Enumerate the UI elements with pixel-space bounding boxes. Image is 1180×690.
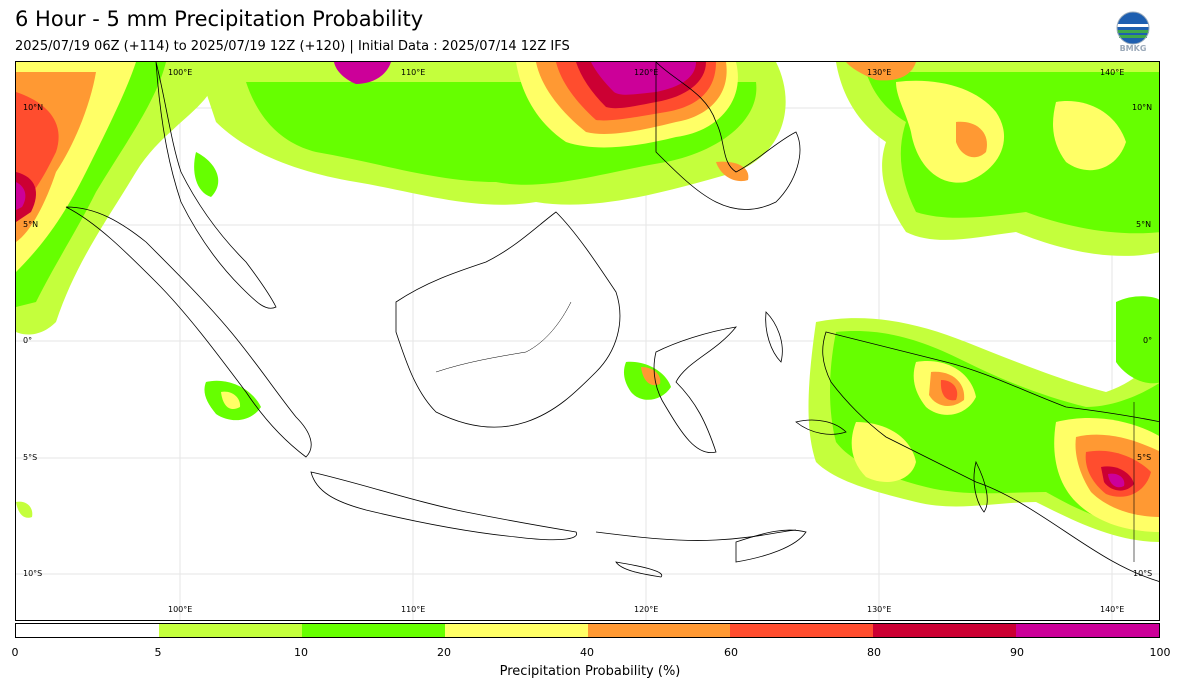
lat-label-right: 10°S	[1133, 569, 1153, 578]
lon-label-top: 110°E	[401, 68, 426, 77]
lon-label-bottom: 130°E	[867, 605, 892, 614]
lon-label-bottom: 110°E	[401, 605, 426, 614]
precipitation-map: 100°E 110°E 120°E 130°E 140°E 100°E 110°…	[15, 61, 1160, 621]
colorbar-segment	[158, 624, 302, 637]
lon-label-top: 130°E	[867, 68, 892, 77]
lon-label-bottom: 100°E	[168, 605, 193, 614]
precip-field-east	[808, 296, 1159, 542]
colorbar-segment	[444, 624, 588, 637]
lat-label-left: 10°S	[23, 569, 43, 578]
lon-label-bottom: 140°E	[1100, 605, 1125, 614]
lat-label-left: 5°S	[23, 453, 38, 462]
lat-label-left: 0°	[23, 336, 33, 345]
lat-label-right: 5°N	[1136, 220, 1152, 229]
chart-title: 6 Hour - 5 mm Precipitation Probability	[15, 7, 424, 31]
precip-field-northeast	[836, 62, 1159, 256]
bmkg-logo	[1115, 10, 1151, 54]
colorbar-segment	[1016, 624, 1159, 637]
colorbar-tick-label: 80	[867, 646, 881, 659]
colorbar-tick-label: 90	[1010, 646, 1024, 659]
colorbar-tick-label: 5	[154, 646, 162, 659]
lon-label-top: 140°E	[1100, 68, 1125, 77]
lat-label-left: 5°N	[23, 220, 39, 229]
colorbar-tick-label: 100	[1149, 646, 1171, 659]
lon-label-top: 100°E	[168, 68, 193, 77]
precip-field-scattered	[16, 161, 749, 518]
colorbar-tick-label: 60	[724, 646, 738, 659]
lon-label-top: 120°E	[634, 68, 659, 77]
lat-label-right: 0°	[1143, 336, 1153, 345]
colorbar-segment	[301, 624, 445, 637]
precip-field-north	[194, 62, 786, 205]
colorbar-segment	[16, 624, 159, 637]
chart-subtitle: 2025/07/19 06Z (+114) to 2025/07/19 12Z …	[15, 39, 570, 54]
colorbar-segment	[587, 624, 731, 637]
colorbar-segment	[730, 624, 874, 637]
lat-label-right: 5°S	[1137, 453, 1152, 462]
map-canvas	[16, 62, 1159, 620]
colorbar-tick-label: 40	[580, 646, 594, 659]
colorbar-tick-label: 10	[294, 646, 308, 659]
colorbar-title: Precipitation Probability (%)	[499, 664, 681, 679]
colorbar-tick-label: 0	[11, 646, 19, 659]
lon-label-bottom: 120°E	[634, 605, 659, 614]
lat-label-left: 10°N	[23, 103, 44, 112]
colorbar	[15, 623, 1160, 638]
colorbar-segment	[873, 624, 1017, 637]
bmkg-logo-text: BMKG	[1119, 44, 1147, 53]
colorbar-tick-label: 20	[437, 646, 451, 659]
lat-label-right: 10°N	[1132, 103, 1153, 112]
coastlines	[65, 62, 1159, 582]
